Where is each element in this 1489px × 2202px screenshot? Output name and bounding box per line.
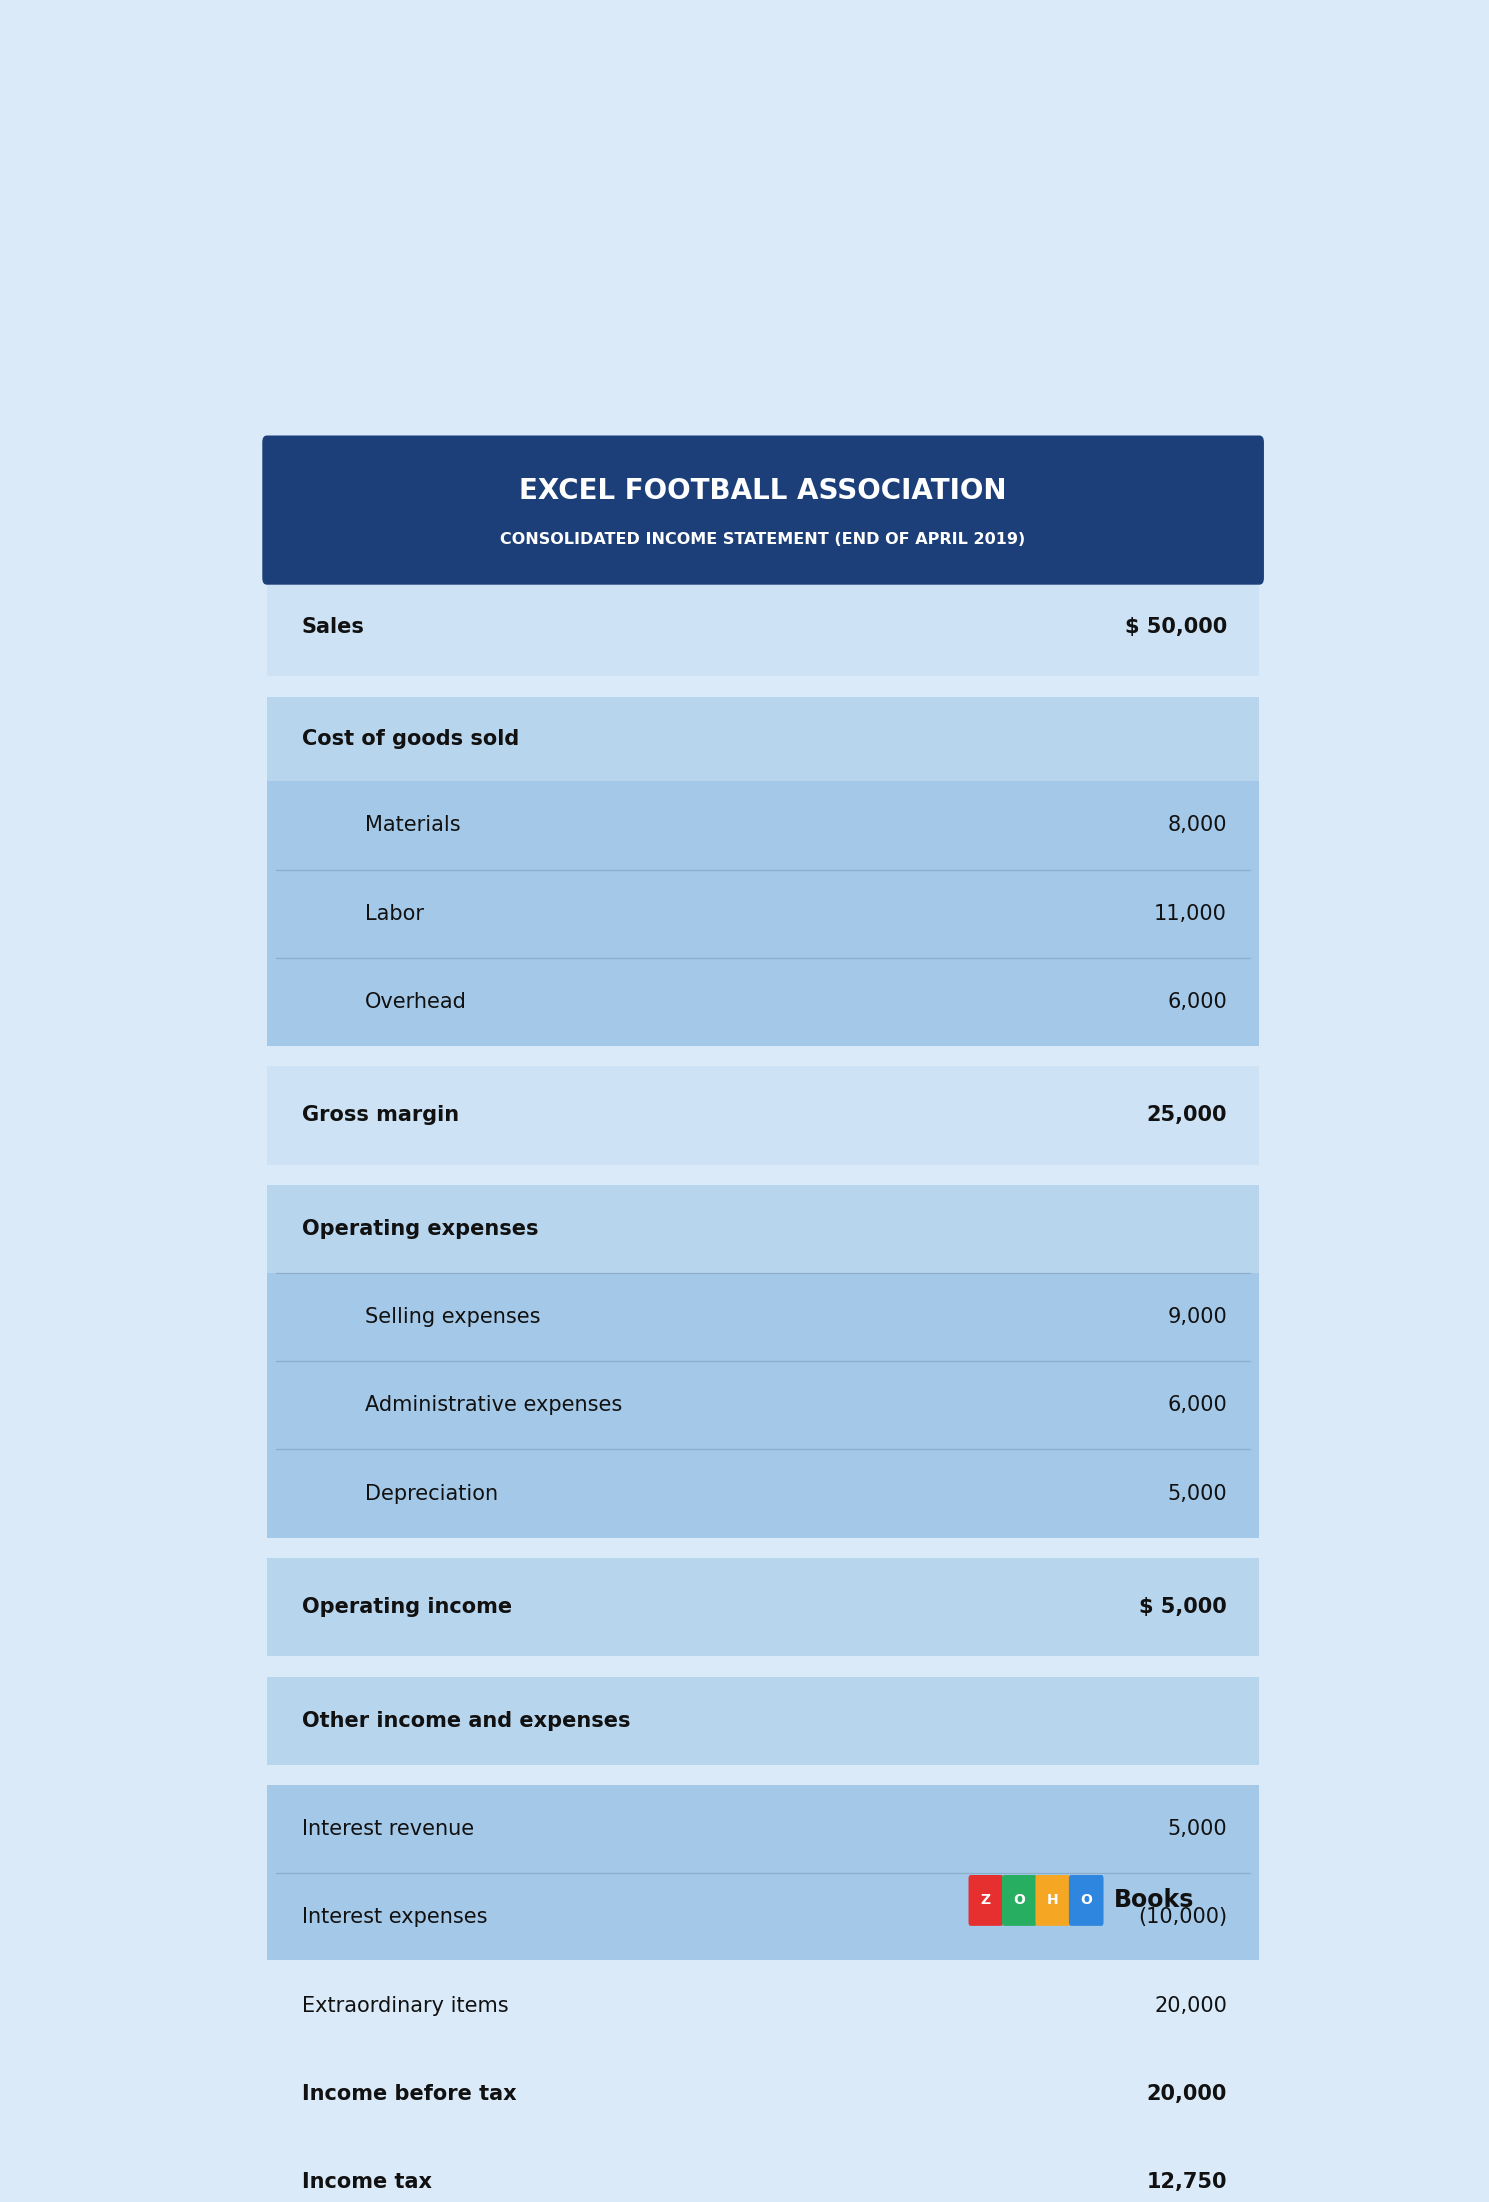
Text: O: O <box>1081 1894 1091 1907</box>
FancyBboxPatch shape <box>1002 1876 1036 1927</box>
Bar <box>267 1537 1260 1559</box>
Bar <box>267 1786 1260 1874</box>
Text: Gross margin: Gross margin <box>302 1105 459 1125</box>
Bar <box>267 1046 1260 1066</box>
Bar <box>267 1273 1260 1361</box>
Text: 20,000: 20,000 <box>1154 1995 1227 2015</box>
Text: Operating income: Operating income <box>302 1596 512 1616</box>
Text: 20,000: 20,000 <box>1147 2083 1227 2103</box>
Text: Cost of goods sold: Cost of goods sold <box>302 729 518 749</box>
Text: Administrative expenses: Administrative expenses <box>365 1396 622 1416</box>
Bar <box>267 1361 1260 1449</box>
Text: 11,000: 11,000 <box>1154 903 1227 923</box>
Text: Operating expenses: Operating expenses <box>302 1220 538 1240</box>
Text: 8,000: 8,000 <box>1167 815 1227 835</box>
Bar <box>267 1874 1260 1962</box>
Bar <box>267 958 1260 1046</box>
FancyBboxPatch shape <box>968 1876 1004 1927</box>
Text: $ 5,000: $ 5,000 <box>1139 1596 1227 1616</box>
Text: Z: Z <box>981 1894 990 1907</box>
Bar <box>267 1165 1260 1185</box>
Text: O: O <box>1014 1894 1026 1907</box>
Text: $ 50,000: $ 50,000 <box>1124 617 1227 636</box>
Bar <box>267 1559 1260 1656</box>
Bar <box>267 1449 1260 1537</box>
Text: Other income and expenses: Other income and expenses <box>302 1711 630 1731</box>
Text: Selling expenses: Selling expenses <box>365 1308 541 1328</box>
Bar <box>267 1656 1260 1676</box>
FancyBboxPatch shape <box>267 577 1260 2202</box>
Text: CONSOLIDATED INCOME STATEMENT (END OF APRIL 2019): CONSOLIDATED INCOME STATEMENT (END OF AP… <box>500 533 1026 548</box>
Text: (10,000): (10,000) <box>1138 1907 1227 1927</box>
Bar <box>267 870 1260 958</box>
Text: 6,000: 6,000 <box>1167 1396 1227 1416</box>
Bar <box>267 1676 1260 1764</box>
Text: 12,750: 12,750 <box>1147 2171 1227 2191</box>
Text: 6,000: 6,000 <box>1167 991 1227 1011</box>
Bar <box>267 1066 1260 1165</box>
Bar <box>267 2050 1260 2138</box>
Bar <box>267 1962 1260 2050</box>
Text: EXCEL FOOTBALL ASSOCIATION: EXCEL FOOTBALL ASSOCIATION <box>520 478 1007 504</box>
Bar <box>267 696 1260 782</box>
Text: Interest revenue: Interest revenue <box>302 1819 474 1839</box>
Text: 25,000: 25,000 <box>1147 1105 1227 1125</box>
Text: Overhead: Overhead <box>365 991 468 1011</box>
Text: Materials: Materials <box>365 815 460 835</box>
Bar <box>267 2138 1260 2202</box>
Text: Labor: Labor <box>365 903 424 923</box>
Bar <box>267 1764 1260 1786</box>
FancyBboxPatch shape <box>1069 1876 1103 1927</box>
FancyBboxPatch shape <box>262 436 1264 586</box>
FancyBboxPatch shape <box>1035 1876 1071 1927</box>
Bar <box>267 782 1260 870</box>
Bar <box>267 577 1260 676</box>
Bar <box>267 676 1260 696</box>
Text: 9,000: 9,000 <box>1167 1308 1227 1328</box>
Text: Books: Books <box>1114 1889 1194 1911</box>
Text: 5,000: 5,000 <box>1167 1819 1227 1839</box>
Text: Income tax: Income tax <box>302 2171 432 2191</box>
Text: 5,000: 5,000 <box>1167 1484 1227 1504</box>
Text: Income before tax: Income before tax <box>302 2083 517 2103</box>
Text: Extraordinary items: Extraordinary items <box>302 1995 508 2015</box>
Text: Depreciation: Depreciation <box>365 1484 499 1504</box>
Text: Interest expenses: Interest expenses <box>302 1907 487 1927</box>
Text: H: H <box>1047 1894 1059 1907</box>
Bar <box>267 1185 1260 1273</box>
Text: Sales: Sales <box>302 617 365 636</box>
